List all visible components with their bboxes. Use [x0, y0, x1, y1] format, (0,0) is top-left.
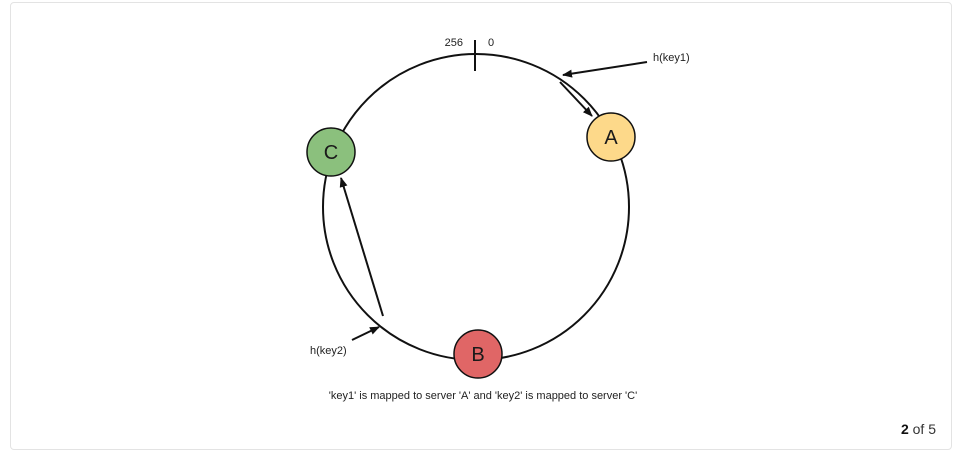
diagram-caption: 'key1' is mapped to server 'A' and 'key2… — [329, 390, 637, 402]
slide-counter: 2 of 5 — [901, 421, 936, 437]
server-a-node: A — [586, 112, 636, 162]
server-b-circle — [453, 329, 503, 379]
server-a-circle — [586, 112, 636, 162]
slide-current: 2 — [900, 421, 909, 437]
key1-pointer-arrow — [562, 61, 648, 78]
server-c-circle — [306, 127, 356, 177]
key1-label: h(key1) — [653, 52, 690, 64]
server-c-node: C — [306, 127, 356, 177]
server-b-label: B — [471, 344, 484, 366]
ring-max-label: 256 — [445, 37, 463, 49]
key2-label: h(key2) — [310, 345, 347, 357]
ring-min-label: 0 — [488, 37, 494, 49]
slide-of: of — [912, 421, 925, 437]
server-a-label: A — [604, 127, 618, 149]
key2-pointer-arrow — [351, 326, 380, 341]
key2-to-c-arrow — [339, 177, 384, 317]
server-b-node: B — [453, 329, 503, 379]
slide-total: 5 — [928, 421, 936, 437]
server-c-label: C — [324, 142, 338, 164]
hash-ring — [322, 53, 630, 361]
key1-to-a-arrow — [559, 81, 593, 117]
